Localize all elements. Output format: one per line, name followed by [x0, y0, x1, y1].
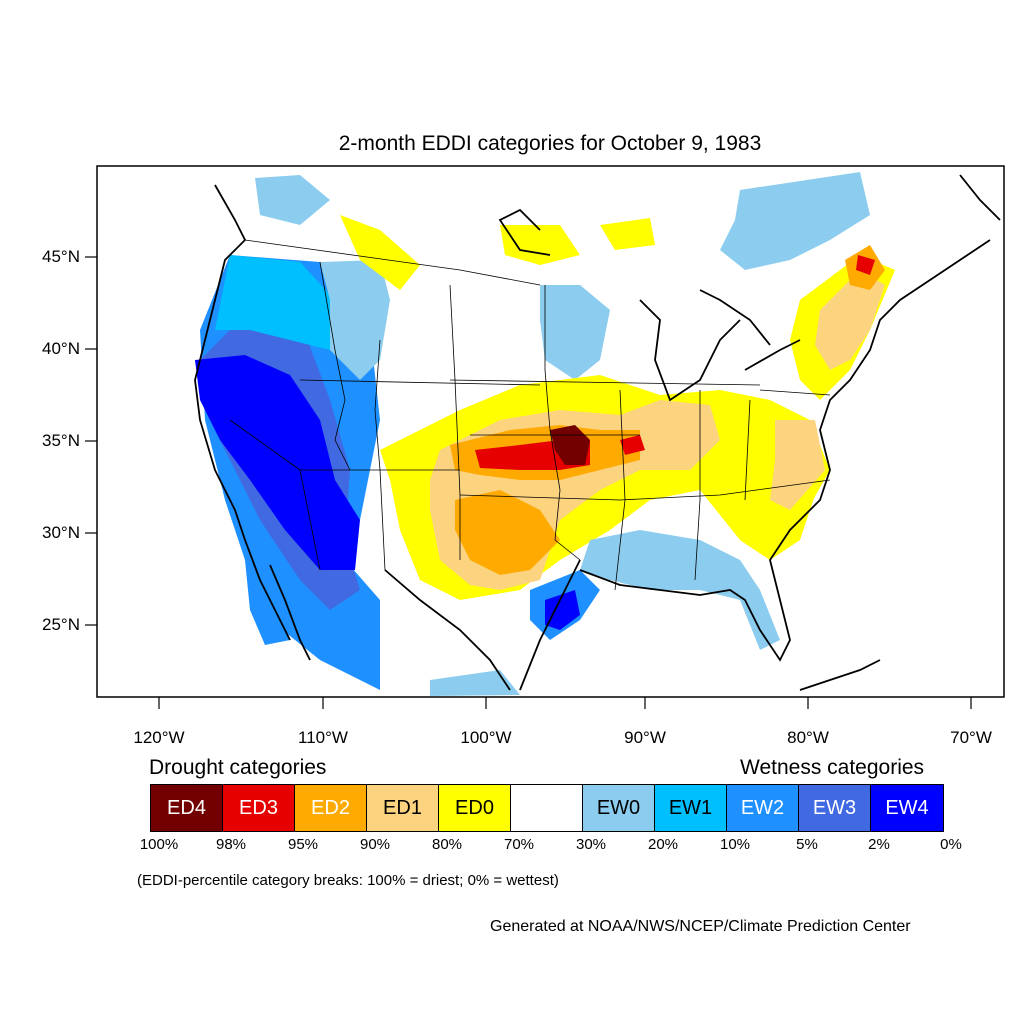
legend-break-label: 95% [287, 836, 319, 853]
mtn-wet-ew0 [320, 260, 390, 380]
map-title: 2-month EDDI categories for October 9, 1… [338, 132, 762, 155]
lon-label-70: 70°W [950, 728, 992, 747]
legend-color-bar: ED4 ED3 ED2 ED1 ED0 EW0 EW1 EW2 EW3 EW4 [150, 784, 944, 832]
mexico-ew0 [430, 670, 520, 696]
legend-break-label: 98% [215, 836, 247, 853]
canada-ed0 [500, 225, 580, 265]
texas-ed2 [455, 490, 560, 575]
legend-break-label: 10% [719, 836, 751, 853]
legend-break-label: 30% [575, 836, 607, 853]
lat-ticks [85, 256, 97, 626]
legend-break-label: 80% [431, 836, 463, 853]
north-ed0 [340, 215, 420, 290]
legend-break-label: 0% [940, 836, 962, 853]
legend-cell-neutral [511, 785, 583, 831]
legend-cell-ew2: EW2 [727, 785, 799, 831]
canada-ed0-b [600, 218, 655, 250]
atlantic-ed1 [770, 420, 825, 510]
legend-break-label: 90% [359, 836, 391, 853]
drought-heading: Drought categories [149, 756, 327, 779]
west-wet-ew4 [195, 355, 360, 570]
legend-cell-ed3: ED3 [223, 785, 295, 831]
legend-break-label: 20% [647, 836, 679, 853]
gulf-ew0 [580, 530, 780, 650]
legend-break-label: 70% [503, 836, 535, 853]
lon-label-110: 110°W [298, 728, 348, 747]
lat-label-45: 45°N [42, 247, 80, 266]
legend-break-label: 5% [796, 836, 818, 853]
legend-break-label: 100% [139, 836, 179, 853]
canada-ne-ew0 [720, 172, 870, 270]
legend-cell-ed1: ED1 [367, 785, 439, 831]
category-shading [195, 172, 895, 696]
texas-coast-ew3 [545, 590, 580, 630]
legend-cell-ed4: ED4 [151, 785, 223, 831]
baja-wet [245, 560, 290, 645]
lon-ticks [158, 697, 972, 709]
legend-cell-ew4: EW4 [871, 785, 943, 831]
northeast-ed1 [815, 270, 885, 370]
legend-cell-ed0: ED0 [439, 785, 511, 831]
midwest-ew0 [540, 285, 610, 380]
state-borders [229, 239, 831, 591]
legend-cell-ew3: EW3 [799, 785, 871, 831]
lat-label-25: 25°N [42, 615, 80, 634]
legend-break-label: 2% [868, 836, 890, 853]
nw-wet-ew1 [215, 255, 335, 350]
lon-label-100: 100°W [460, 728, 512, 747]
lat-label-40: 40°N [42, 339, 80, 358]
lon-label-90: 90°W [624, 728, 666, 747]
wetness-heading: Wetness categories [740, 756, 925, 779]
legend-cell-ew1: EW1 [655, 785, 727, 831]
canada-nw-ew0 [255, 175, 330, 225]
maine-ed3 [856, 255, 875, 275]
lon-label-80: 80°W [787, 728, 829, 747]
illinois-ed3 [620, 435, 645, 455]
coastlines [194, 174, 1001, 691]
lat-label-35: 35°N [42, 431, 80, 450]
legend-cell-ed2: ED2 [295, 785, 367, 831]
legend-cell-ew0: EW0 [583, 785, 655, 831]
lon-label-120: 120°W [133, 728, 185, 747]
lat-label-30: 30°N [42, 523, 80, 542]
category-note: (EDDI-percentile category breaks: 100% =… [137, 872, 559, 889]
credit-line: Generated at NOAA/NWS/NCEP/Climate Predi… [490, 918, 911, 935]
